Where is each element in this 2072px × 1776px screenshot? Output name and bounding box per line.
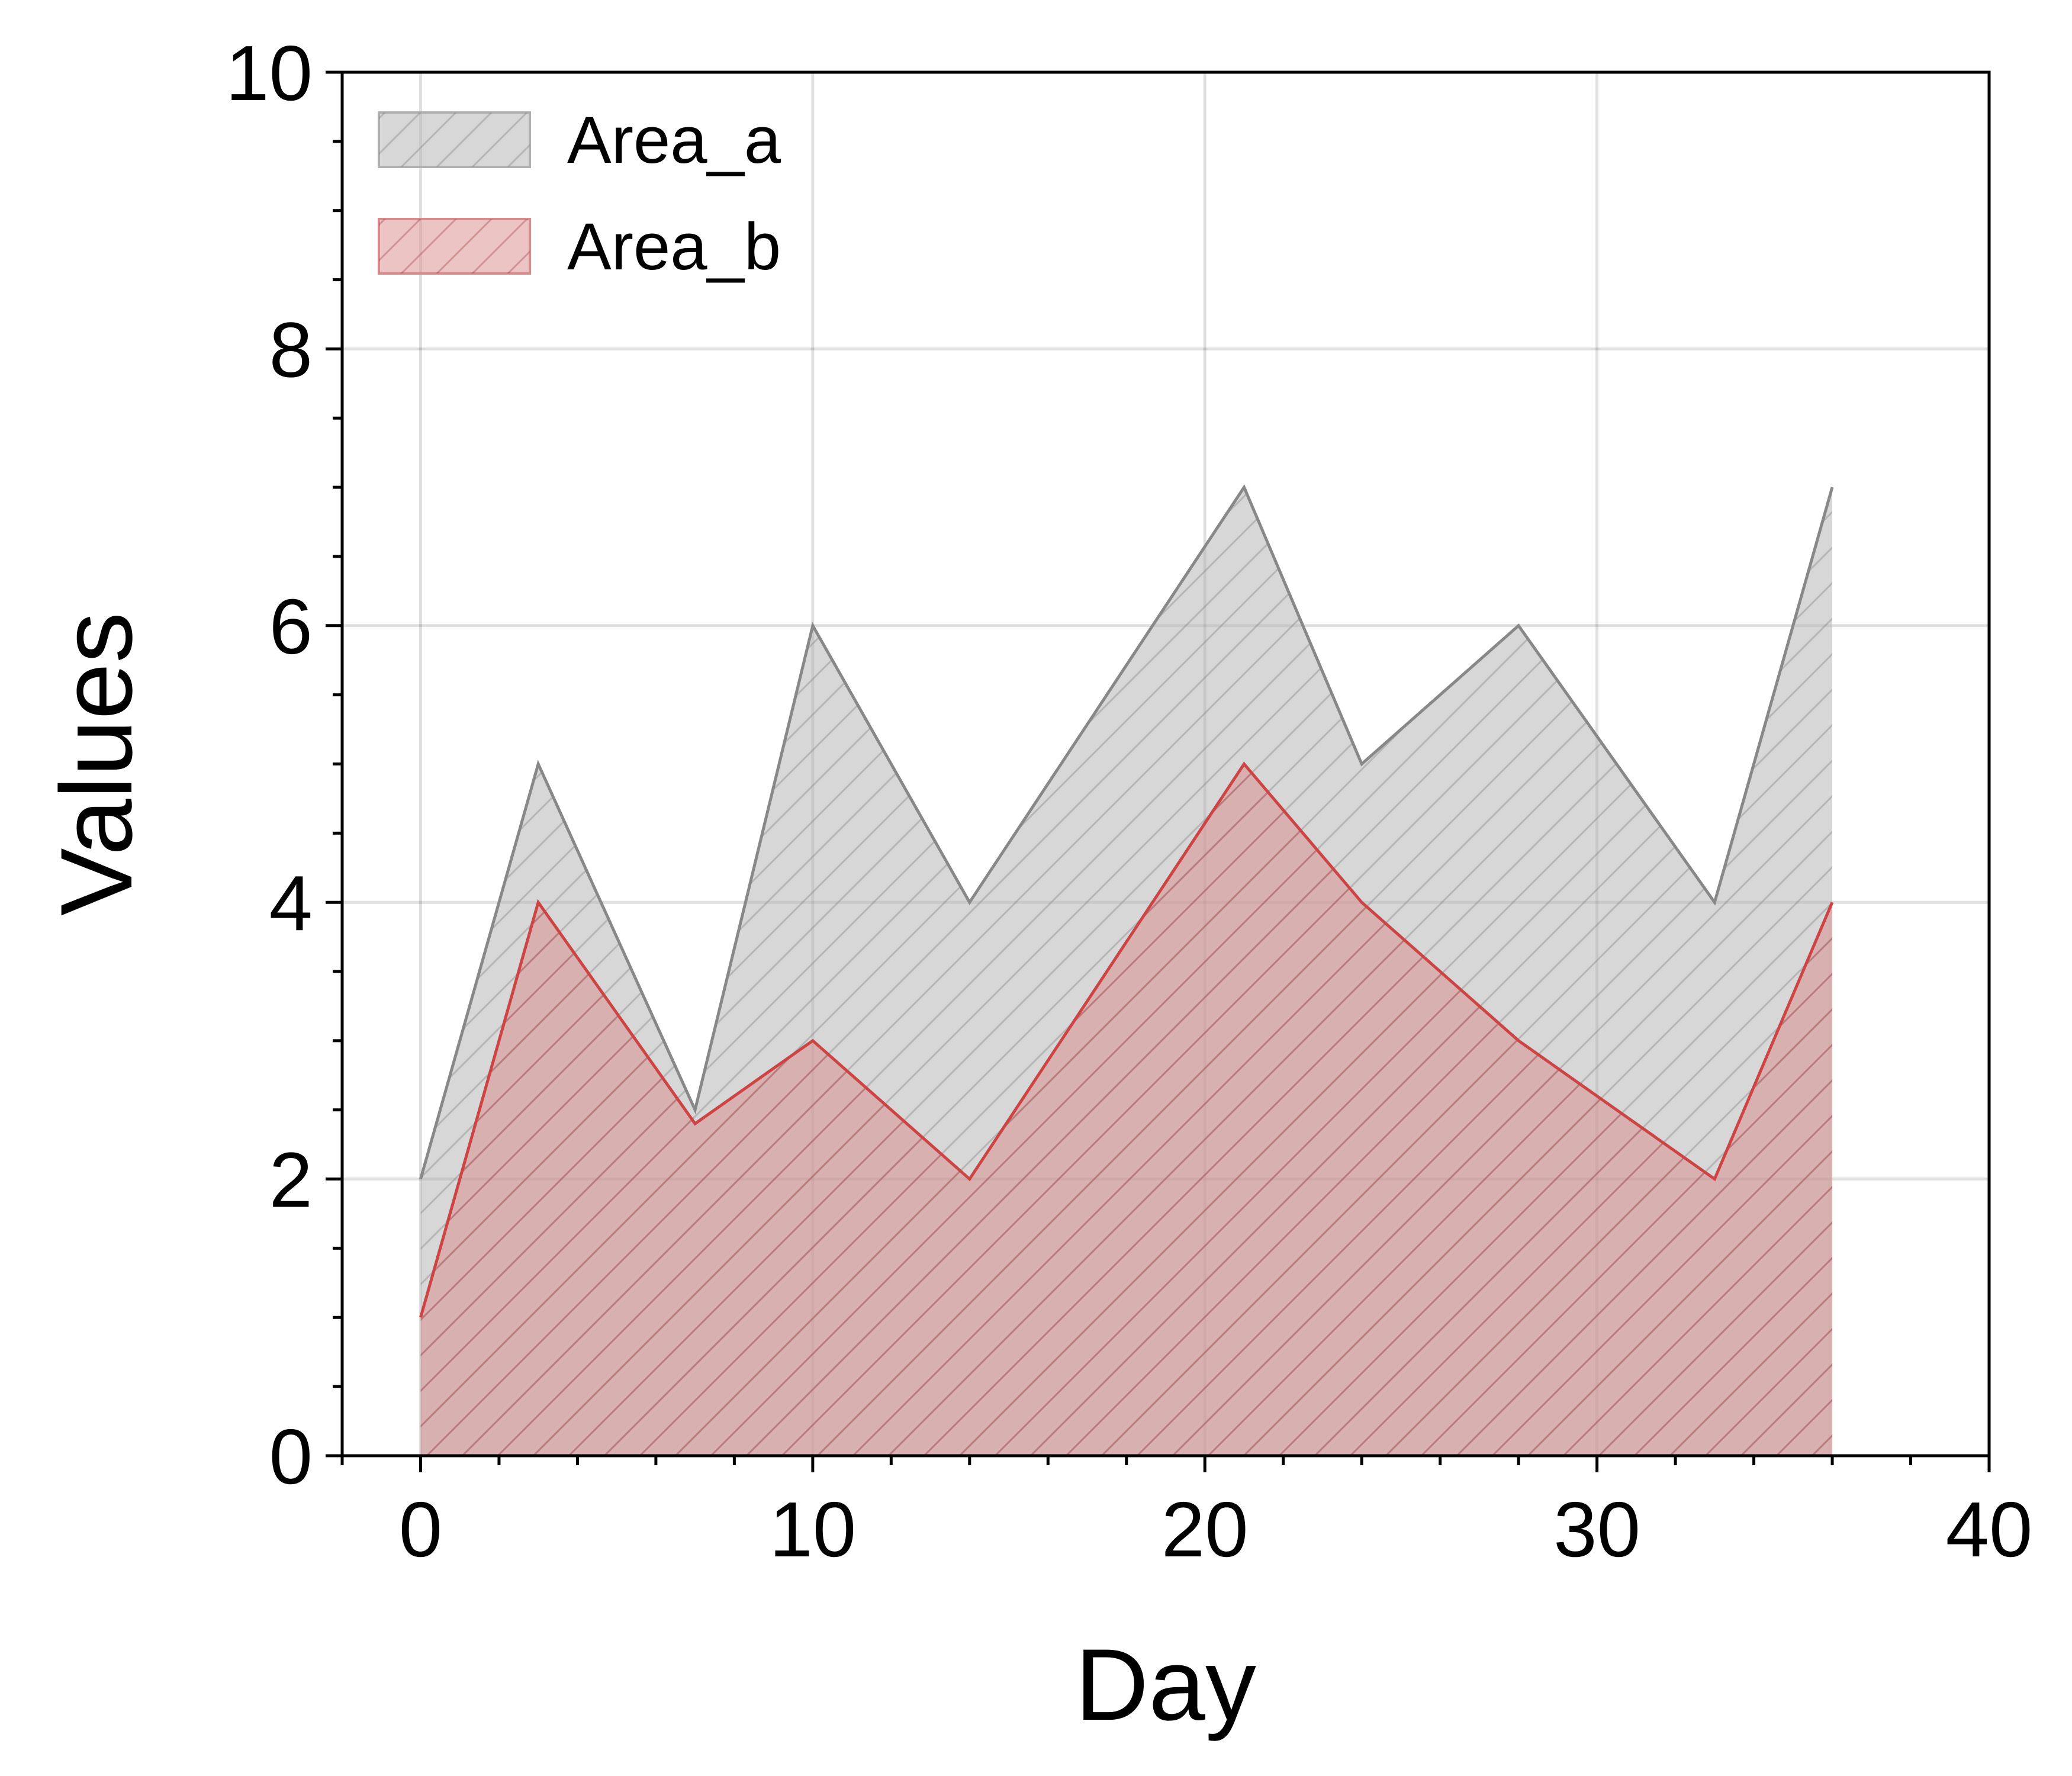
x-tick-label: 40 [1946,1486,2033,1573]
axes: 0 10 20 30 40 0 2 4 6 8 10 [226,30,2032,1573]
x-axis-title: Day [1075,1628,1256,1742]
x-tick-label: 20 [1162,1486,1249,1573]
x-tick-label: 0 [399,1486,442,1573]
legend-swatch-hatch-area-b [379,219,530,274]
legend-swatch-hatch-area-a [379,112,530,167]
y-tick-label: 0 [269,1413,313,1500]
y-tick-label: 4 [269,860,313,947]
legend-label-area-a: Area_a [567,103,781,177]
y-tick-label: 10 [226,30,313,117]
y-axis-title: Values [40,612,153,916]
x-tick-label: 30 [1553,1486,1640,1573]
y-tick-label: 2 [269,1137,313,1224]
legend-label-area-b: Area_b [567,210,781,284]
legend: Area_a Area_b [378,103,781,284]
y-tick-label: 6 [269,583,313,670]
area-hatch-area-b [420,764,1833,1456]
x-tick-label: 10 [769,1486,856,1573]
area-line-area-b [419,761,1834,1318]
area-line-area-a [419,484,1834,1180]
series-layer [419,484,1834,1456]
y-tick-label: 8 [269,306,313,393]
